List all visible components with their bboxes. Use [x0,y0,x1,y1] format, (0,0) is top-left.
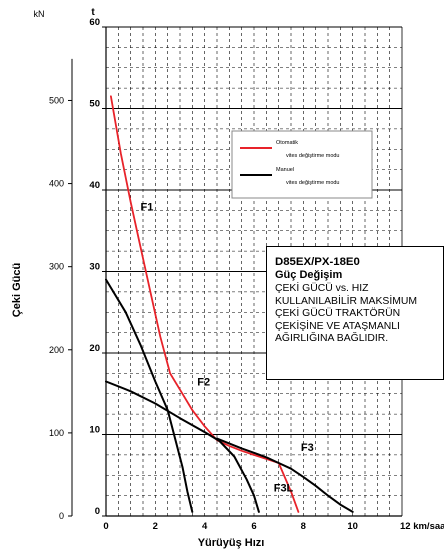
curves [105,95,354,513]
gear-label: F2 [197,377,210,389]
kn-tick-label: 500 [49,95,64,105]
gear-label: F3 [301,442,314,454]
x-tick-label: 2 [153,521,158,532]
gear-label: F1 [141,201,154,213]
legend-box [231,130,373,199]
labels: Yürüyüş Hızı Çeki Gücü F1 F2 F3 F3L [11,201,314,549]
note-subtitle: Güç Değişim [275,269,343,281]
axis-ticks: 0 100 200 300 400 500 kN 0 10 20 30 40 50 60t 0 2 4 6 8 10 1… [34,7,444,532]
x-unit-label: 12 km/saat [400,521,444,532]
note-line: KULLANILABİLİR MAKSİMUM [275,295,418,307]
legend-label: vites değiştirme modu [286,153,340,159]
legend-label: Otomatik [276,140,298,146]
x-tick-label: 10 [347,521,358,532]
t-tick-label: 60 [89,17,100,28]
kn-tick-label: 200 [49,345,64,355]
kn-tick-label: 300 [49,262,64,272]
t-unit: t [91,7,95,18]
y-axis-title: Çeki Gücü [11,263,23,317]
t-tick-label: 10 [89,425,100,436]
x-tick-label: 4 [202,521,208,532]
t-tick-label: 20 [89,343,100,354]
t-tick-label: 50 [89,99,100,110]
note-title: D85EX/PX-18E0 [275,256,360,268]
note-line: ÇEKİ GÜCÜ vs. HIZ [275,283,369,294]
kn-tick-label: 0 [59,511,64,521]
t-tick-label: 40 [89,180,100,191]
series-line [110,95,300,513]
kn-tick-label: 100 [49,428,64,438]
gear-label: F3L [274,483,294,495]
t-tick-label: 0 [95,506,100,517]
legend-label: Manuel [276,167,294,173]
series-line [105,278,194,513]
legend-label: vites değiştirme modu [286,180,340,186]
kn-tick-label: 400 [49,179,64,189]
info-note: D85EX/PX-18E0 Güç Değişim ÇEKİ GÜCÜ vs. … [266,246,444,380]
x-tick-label: 0 [103,521,108,532]
legend: Otomatik vites değiştirme modu Manuel vites… [231,130,373,199]
note-line: ÇEKİŞİNE VE ATAŞMANLI [275,320,400,332]
kn-unit: kN [34,9,45,19]
x-tick-label: 6 [251,521,256,532]
x-tick-label: 8 [301,521,306,532]
series-line [105,380,260,513]
note-line: AĞIRLIĞINA BAĞLIDIR. [275,333,389,345]
t-tick-label: 30 [89,262,100,273]
series-line [216,437,354,513]
x-axis-title: Yürüyüş Hızı [198,537,265,549]
note-line: ÇEKİ GÜCÜ TRAKTÖRÜN [275,308,401,320]
